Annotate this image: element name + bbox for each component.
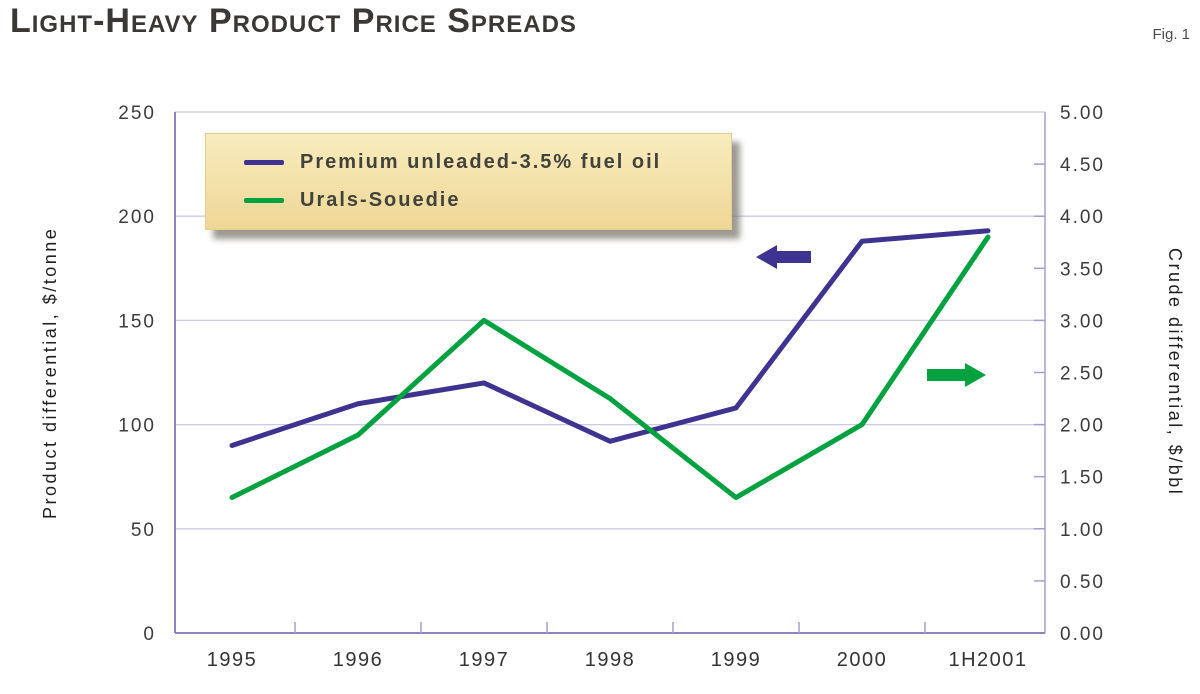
series-line-right — [229, 234, 991, 501]
right-arrow-icon — [927, 363, 986, 387]
category-label: 1999 — [711, 649, 762, 671]
legend: Premium unleaded-3.5% fuel oil Urals-Sou… — [205, 133, 732, 230]
left-tick-label: 100 — [118, 416, 156, 437]
right-tick-label: 0.50 — [1060, 572, 1105, 593]
legend-item: Premium unleaded-3.5% fuel oil — [244, 151, 731, 174]
right-tick-label: 2.50 — [1060, 364, 1105, 385]
category-label: 1995 — [207, 649, 258, 671]
right-tick-label: 4.50 — [1060, 155, 1105, 176]
left-arrow-icon — [756, 245, 811, 269]
page-title: Light-Heavy Product Price Spreads — [10, 2, 577, 40]
category-label: 1H2001 — [948, 649, 1027, 671]
right-axis-title: Crude differential, $/bbl — [1165, 248, 1185, 497]
series-swatch-premium-unleaded — [244, 160, 284, 165]
left-axis-title: Product differential, $/tonne — [40, 226, 60, 519]
right-tick-label: 2.00 — [1060, 416, 1105, 437]
right-tick-label: 1.00 — [1060, 520, 1105, 541]
left-tick-label: 50 — [131, 520, 156, 541]
category-label: 2000 — [837, 649, 888, 671]
figure-label: Fig. 1 — [1152, 26, 1190, 43]
legend-label: Premium unleaded-3.5% fuel oil — [300, 151, 662, 173]
right-tick-label: 1.50 — [1060, 468, 1105, 489]
right-tick-label: 3.50 — [1060, 259, 1105, 280]
right-tick-label: 0.00 — [1060, 624, 1105, 645]
right-tick-label: 5.00 — [1060, 103, 1105, 124]
category-label: 1996 — [333, 649, 384, 671]
category-label: 1998 — [585, 649, 636, 671]
category-label: 1997 — [459, 649, 510, 671]
right-tick-label: 4.00 — [1060, 207, 1105, 228]
legend-item: Urals-Souedie — [244, 189, 731, 212]
right-tick-label: 3.00 — [1060, 311, 1105, 332]
left-tick-label: 0 — [143, 624, 156, 645]
left-tick-label: 250 — [118, 103, 156, 124]
left-tick-label: 150 — [118, 311, 156, 332]
series-swatch-urals-souedie — [244, 198, 284, 203]
left-tick-label: 200 — [118, 207, 156, 228]
series-line-left — [229, 228, 991, 448]
legend-label: Urals-Souedie — [300, 189, 461, 211]
